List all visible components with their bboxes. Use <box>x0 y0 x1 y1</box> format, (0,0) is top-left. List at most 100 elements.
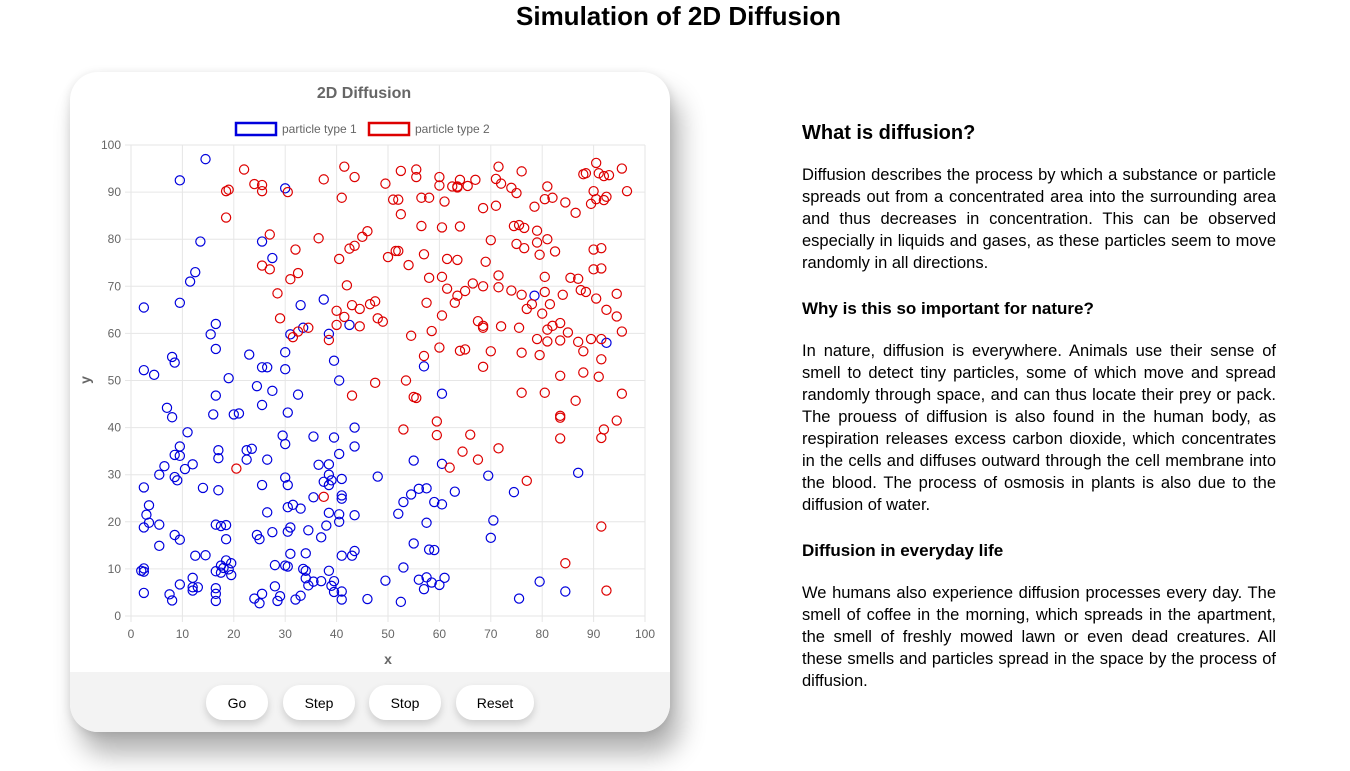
particle-type-2-point <box>516 166 527 177</box>
particle-type-2-point <box>400 375 412 386</box>
particle-type-2-point <box>547 320 558 332</box>
y-tick-label: 70 <box>108 279 122 293</box>
particle-type-2-point <box>452 182 463 193</box>
y-tick-label: 20 <box>108 515 122 529</box>
particle-type-2-point <box>513 322 525 333</box>
y-tick-label: 60 <box>108 326 122 340</box>
particle-type-1-point <box>215 567 227 578</box>
particle-type-1-point <box>210 566 222 577</box>
particle-type-2-point <box>596 242 607 254</box>
step-button[interactable]: Step <box>283 685 355 720</box>
x-tick-label: 20 <box>227 627 241 641</box>
particle-type-2-point <box>570 395 581 406</box>
particle-type-1-point <box>210 588 222 600</box>
particle-type-1-point <box>262 507 273 518</box>
particle-type-1-point <box>169 357 180 368</box>
particle-type-2-point <box>539 387 550 398</box>
particle-type-1-point <box>328 586 340 598</box>
particle-type-2-point <box>369 377 381 389</box>
particle-type-1-point <box>190 550 201 561</box>
particle-type-1-point <box>372 471 383 482</box>
particle-type-1-point <box>513 593 525 604</box>
legend-swatch-type-2 <box>367 121 411 137</box>
particle-type-2-point <box>380 178 391 189</box>
particle-type-1-point <box>138 364 150 376</box>
particle-type-2-point <box>511 238 522 250</box>
particle-type-1-point <box>285 522 296 533</box>
x-tick-label: 50 <box>381 627 395 641</box>
particle-type-2-point <box>539 193 550 205</box>
particle-type-1-point <box>228 409 239 420</box>
particle-type-2-point <box>423 272 435 284</box>
particle-type-2-point <box>539 271 550 283</box>
particle-type-2-point <box>405 330 417 341</box>
particle-type-1-point <box>192 582 204 593</box>
particle-type-2-point <box>557 289 568 300</box>
particle-type-1-point <box>256 399 268 411</box>
particle-type-1-point <box>200 550 211 561</box>
particle-type-1-point <box>333 509 345 520</box>
particle-type-1-point <box>267 385 278 397</box>
particle-type-1-point <box>323 328 335 340</box>
particle-type-2-point <box>596 263 607 274</box>
x-tick-label: 60 <box>433 627 447 641</box>
particle-type-2-point <box>506 182 517 194</box>
particle-type-1-point <box>154 519 165 530</box>
particle-type-1-point <box>262 454 273 465</box>
particle-type-2-point <box>272 288 283 299</box>
particle-type-1-point <box>413 574 425 585</box>
particle-type-1-point <box>138 587 150 599</box>
legend-swatch-type-1 <box>234 121 278 137</box>
particle-type-2-point <box>531 333 543 345</box>
particle-type-1-point <box>210 343 222 355</box>
particle-type-1-point <box>315 575 327 587</box>
particle-type-2-point <box>570 207 581 219</box>
particle-type-1-point <box>256 362 268 373</box>
particle-type-1-point <box>336 586 347 597</box>
particle-type-2-point <box>554 412 566 423</box>
particle-type-2-point <box>529 201 540 212</box>
particle-type-1-point <box>169 449 180 461</box>
go-button[interactable]: Go <box>206 685 268 720</box>
particle-type-2-point <box>542 336 553 347</box>
particle-type-2-point <box>459 344 471 355</box>
particle-type-1-point <box>405 489 417 500</box>
particle-type-2-point <box>256 185 268 197</box>
particle-type-2-point <box>357 231 368 243</box>
particle-type-1-point <box>508 486 520 498</box>
particle-type-2-point <box>444 462 455 473</box>
particle-type-2-point <box>490 200 502 211</box>
particle-type-2-point <box>465 429 476 440</box>
particle-type-2-point <box>493 282 504 293</box>
particle-type-1-point <box>174 534 186 545</box>
stop-button[interactable]: Stop <box>369 685 441 720</box>
particle-type-1-point <box>572 467 584 479</box>
particle-type-2-point <box>264 229 275 240</box>
legend-item-type-1[interactable]: particle type 1 <box>234 121 357 137</box>
particle-type-2-point <box>436 271 448 283</box>
particle-type-1-point <box>408 538 419 549</box>
legend-item-type-2[interactable]: particle type 2 <box>367 121 490 137</box>
particle-type-2-point <box>290 244 301 255</box>
particle-type-2-point <box>411 171 422 183</box>
particle-type-1-point <box>143 500 155 511</box>
chart-legend[interactable]: particle type 1 particle type 2 <box>234 121 490 137</box>
particle-type-2-point <box>459 285 471 297</box>
particle-type-1-point <box>241 454 252 465</box>
particle-type-1-point <box>295 590 306 601</box>
reset-button[interactable]: Reset <box>456 685 534 720</box>
particle-type-2-point <box>513 219 525 231</box>
info-intro: Diffusion describes the process by which… <box>802 166 1276 272</box>
particle-type-2-point <box>603 169 615 181</box>
particle-type-1-point <box>328 355 340 366</box>
particle-type-1-point <box>323 469 335 480</box>
particle-type-1-point <box>215 520 227 532</box>
particle-type-2-point <box>274 313 286 324</box>
particle-type-1-point <box>300 565 311 576</box>
particle-type-2-point <box>580 168 592 179</box>
particle-type-2-point <box>441 253 453 265</box>
particle-type-1-point <box>295 299 306 311</box>
particle-type-1-point <box>303 525 314 536</box>
particle-type-2-point <box>554 370 566 381</box>
particle-type-2-point <box>554 335 566 346</box>
